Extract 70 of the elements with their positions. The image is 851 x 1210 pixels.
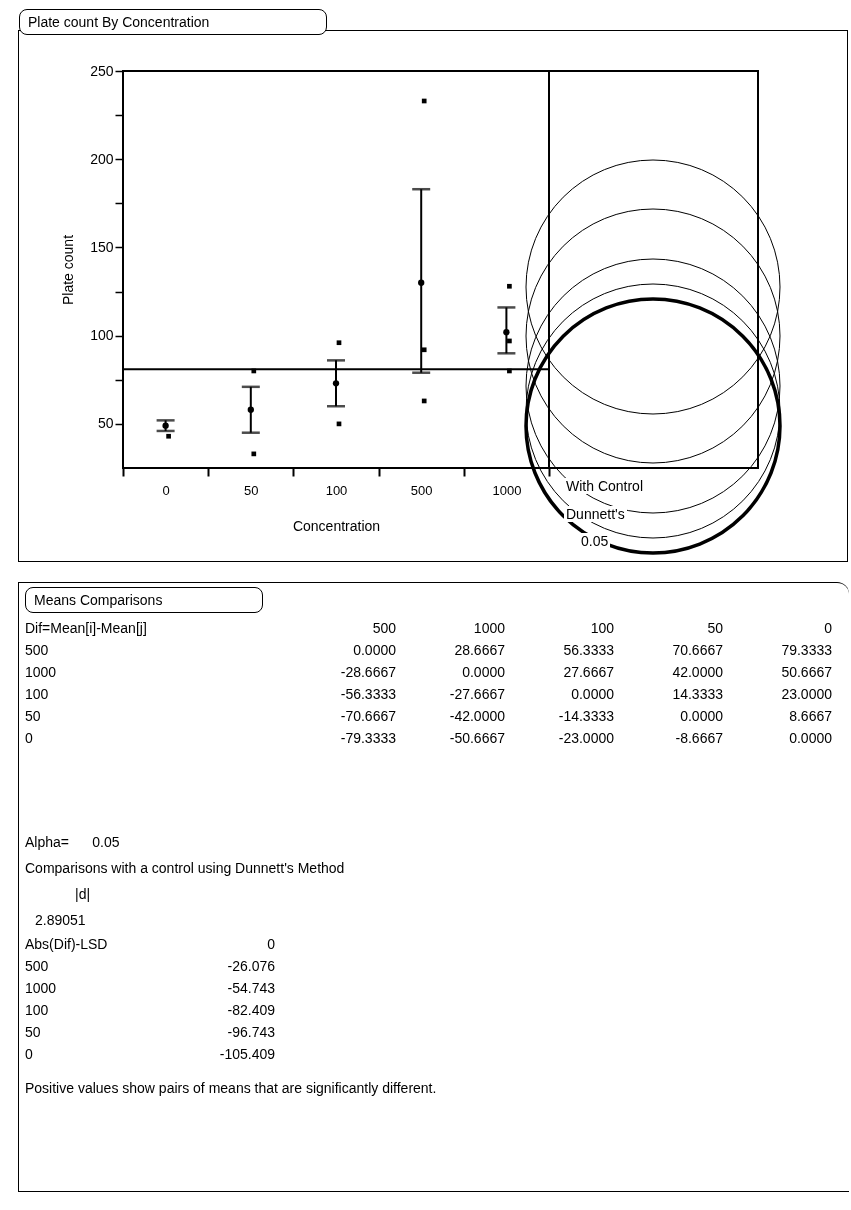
text: -70.6667 [340, 708, 396, 724]
x-tick-label: 0 [162, 482, 170, 498]
x-tick-label: 500 [410, 482, 433, 498]
text: -42.0000 [449, 708, 505, 724]
text: Means Comparisons [25, 587, 263, 613]
text: |d| [75, 885, 92, 904]
x-axis-title: Concentration [292, 517, 381, 534]
text: Comparisons with a control using Dunnett's Method [25, 859, 346, 878]
text: 23.0000 [781, 686, 832, 702]
text: 14.3333 [672, 686, 723, 702]
category-label: 500 [25, 958, 49, 974]
text: 28.6667 [454, 642, 505, 658]
text: Dif=Mean[i]-Mean[j] [25, 619, 148, 638]
text: -28.6667 [340, 664, 396, 680]
category-label: 1000 [25, 980, 57, 996]
y-tick-label: 150 [90, 238, 114, 255]
text: 56.3333 [563, 642, 614, 658]
category-label: 50 [706, 619, 723, 638]
text: -56.3333 [340, 686, 396, 702]
text: -96.743 [227, 1024, 275, 1040]
text: -27.6667 [449, 686, 505, 702]
text: 8.6667 [789, 708, 832, 724]
category-label: 100 [25, 686, 49, 702]
chart-title: Plate count By Concentration [19, 9, 327, 35]
x-tick-label: 100 [325, 482, 348, 498]
text: Dunnett's [564, 506, 627, 522]
text: 79.3333 [781, 642, 832, 658]
text: -23.0000 [558, 730, 614, 746]
category-label: 0 [25, 730, 33, 746]
text: With Control [564, 478, 646, 494]
text: Abs(Dif)-LSD [25, 935, 109, 954]
category-label: 50 [25, 1024, 41, 1040]
y-tick-label: 250 [90, 62, 114, 79]
text: 0.05 [579, 533, 611, 549]
y-tick-label: 100 [90, 327, 114, 344]
text: 70.6667 [672, 642, 723, 658]
text: -79.3333 [340, 730, 396, 746]
category-label: 1000 [472, 619, 505, 638]
category-label: 50 [25, 708, 41, 724]
text: 42.0000 [672, 664, 723, 680]
y-tick-label: 200 [90, 150, 114, 167]
x-tick-label: 50 [244, 482, 259, 498]
text: -26.076 [227, 958, 275, 974]
category-label: 0 [25, 1046, 33, 1062]
text: 27.6667 [563, 664, 614, 680]
text: 0.0000 [462, 664, 505, 680]
text: 0.0000 [680, 708, 723, 724]
text: 50.6667 [781, 664, 832, 680]
category-label: 500 [25, 642, 49, 658]
category-label: 100 [25, 1002, 49, 1018]
text: -54.743 [227, 980, 275, 996]
y-axis-title: Plate count [60, 234, 77, 306]
category-label: 0 [266, 935, 275, 954]
text: 0.0000 [789, 730, 832, 746]
text: -105.409 [219, 1046, 275, 1062]
text: Positive values show pairs of means that are significantly different. [25, 1079, 438, 1098]
text: -14.3333 [558, 708, 614, 724]
category-label: 0 [823, 619, 832, 638]
category-label: 100 [589, 619, 614, 638]
text: -50.6667 [449, 730, 505, 746]
text: 2.89051 [35, 911, 87, 930]
x-tick-label: 1000 [492, 482, 522, 498]
text: Alpha= 0.05 [25, 833, 121, 852]
text: 0.0000 [571, 686, 614, 702]
text: -8.6667 [675, 730, 723, 746]
text: -82.409 [227, 1002, 275, 1018]
y-tick-label: 50 [97, 415, 114, 432]
text: 0.0000 [353, 642, 396, 658]
category-label: 500 [371, 619, 396, 638]
category-label: 1000 [25, 664, 57, 680]
